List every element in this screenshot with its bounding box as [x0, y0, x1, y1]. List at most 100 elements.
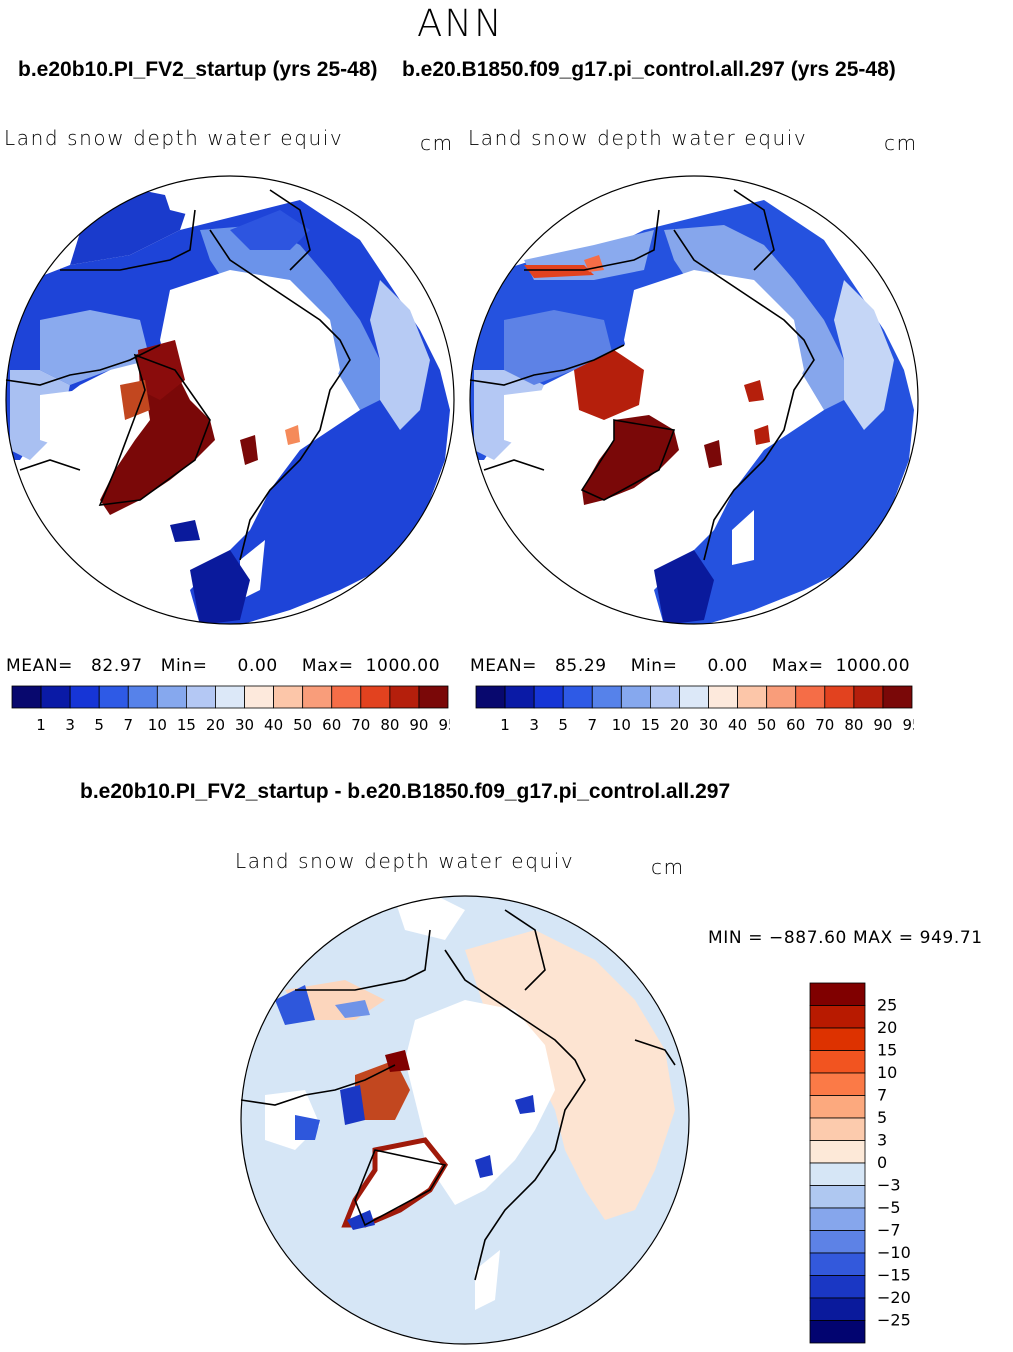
- season-title: ANN: [417, 2, 504, 45]
- colorbar-swatch: [418, 685, 449, 709]
- colorbar-tick-label: 90: [873, 716, 892, 734]
- colorbar-tick-label: 60: [322, 716, 341, 734]
- colorbar-tick-label: 0: [877, 1153, 887, 1172]
- colorbar-swatch: [591, 685, 622, 709]
- colorbar-swatch: [809, 1005, 866, 1029]
- colorbar-tick-label: 5: [94, 716, 104, 734]
- colorbar-tick-label: 95: [902, 716, 914, 734]
- colorbar-swatch: [809, 1027, 866, 1051]
- colorbar-tick-label: 3: [529, 716, 539, 734]
- colorbar-tick-label: −5: [877, 1198, 901, 1217]
- colorbar-swatch: [809, 1320, 866, 1344]
- colorbar-tick-label: 7: [587, 716, 597, 734]
- colorbar-tick-label: 10: [612, 716, 631, 734]
- colorbar-swatch: [40, 685, 71, 709]
- colorbar-swatch: [708, 685, 739, 709]
- case-right-title: b.e20.B1850.f09_g17.pi_control.all.297 (…: [402, 58, 896, 81]
- colorbar-tick-label: 25: [877, 996, 897, 1015]
- colorbar-tick-label: 10: [148, 716, 167, 734]
- colorbar-swatch: [533, 685, 564, 709]
- colorbar-swatch: [809, 1230, 866, 1254]
- colorbar-swatch: [244, 685, 275, 709]
- colorbar-tick-label: −3: [877, 1176, 901, 1195]
- colorbar-swatch: [809, 1162, 866, 1186]
- colorbar-swatch: [809, 1252, 866, 1276]
- colorbar-tick-label: 15: [641, 716, 660, 734]
- left-stats: MEAN= 82.97 Min= 0.00 Max= 1000.00: [6, 656, 441, 676]
- colorbar-swatch: [331, 685, 362, 709]
- colorbar-swatch: [156, 685, 187, 709]
- colorbar-tick-label: 1: [36, 716, 46, 734]
- colorbar-swatch: [504, 685, 535, 709]
- colorbar-tick-label: 15: [177, 716, 196, 734]
- colorbar-swatch: [185, 685, 216, 709]
- colorbar-tick-label: −25: [877, 1311, 911, 1330]
- left-units-label: cm: [420, 131, 454, 155]
- colorbar-tick-label: 60: [786, 716, 805, 734]
- colorbar-tick-label: 5: [558, 716, 568, 734]
- colorbar-swatch: [809, 1117, 866, 1141]
- colorbar-swatch: [98, 685, 129, 709]
- colorbar-swatch: [809, 1275, 866, 1299]
- colorbar-swatch: [69, 685, 100, 709]
- colorbar-tick-label: 40: [264, 716, 283, 734]
- colorbar-tick-label: −20: [877, 1288, 911, 1307]
- colorbar-swatch: [809, 1050, 866, 1074]
- colorbar-tick-label: 20: [877, 1018, 897, 1037]
- colorbar-swatch: [302, 685, 333, 709]
- colorbar-tick-label: 20: [206, 716, 225, 734]
- colorbar-swatch: [809, 982, 866, 1006]
- colorbar-tick-label: 40: [728, 716, 747, 734]
- colorbar-swatch: [737, 685, 768, 709]
- colorbar-tick-label: −10: [877, 1243, 911, 1262]
- colorbar-swatch: [809, 1185, 866, 1209]
- colorbar-tick-label: 10: [877, 1063, 897, 1082]
- colorbar-tick-label: 7: [123, 716, 133, 734]
- colorbar-tick-label: 1: [500, 716, 510, 734]
- left-variable-label: Land snow depth water equiv: [4, 126, 344, 150]
- right-units-label: cm: [884, 131, 918, 155]
- colorbar-swatch: [649, 685, 680, 709]
- right-variable-label: Land snow depth water equiv: [468, 126, 808, 150]
- colorbar-tick-label: 70: [815, 716, 834, 734]
- colorbar-swatch: [766, 685, 797, 709]
- colorbar-tick-label: 50: [293, 716, 312, 734]
- diff-units-label: cm: [651, 855, 685, 879]
- colorbar-tick-label: 90: [409, 716, 428, 734]
- colorbar-tick-label: 80: [844, 716, 863, 734]
- colorbar-swatch: [11, 685, 42, 709]
- right-colorbar: 1 3 5 7 10 15 20 30 40 50 60 70 80 90 95: [475, 685, 914, 734]
- left-polar-map: [5, 175, 455, 625]
- colorbar-swatch: [882, 685, 913, 709]
- colorbar-tick-label: 15: [877, 1041, 897, 1060]
- colorbar-swatch: [809, 1095, 866, 1119]
- colorbar-tick-label: 3: [877, 1131, 887, 1150]
- colorbar-swatch: [562, 685, 593, 709]
- colorbar-tick-label: −15: [877, 1266, 911, 1285]
- colorbar-swatch: [679, 685, 709, 709]
- colorbar-swatch: [795, 685, 826, 709]
- colorbar-tick-label: 50: [757, 716, 776, 734]
- case-left-title: b.e20b10.PI_FV2_startup (yrs 25-48): [18, 58, 378, 81]
- colorbar-swatch: [824, 685, 855, 709]
- colorbar-tick-label: −7: [877, 1221, 901, 1240]
- colorbar-swatch: [809, 1207, 866, 1231]
- diff-title: b.e20b10.PI_FV2_startup - b.e20.B1850.f0…: [80, 780, 731, 803]
- colorbar-tick-label: 30: [235, 716, 254, 734]
- colorbar-tick-label: 70: [351, 716, 370, 734]
- colorbar-tick-label: 95: [438, 716, 450, 734]
- diff-minmax: MIN = −887.60 MAX = 949.71: [708, 928, 983, 948]
- right-stats: MEAN= 85.29 Min= 0.00 Max= 1000.00: [470, 656, 911, 676]
- colorbar-swatch: [389, 685, 420, 709]
- colorbar-swatch: [809, 1072, 866, 1096]
- diff-variable-label: Land snow depth water equiv: [235, 849, 575, 873]
- colorbar-tick-label: 7: [877, 1086, 887, 1105]
- colorbar-swatch: [853, 685, 884, 709]
- colorbar-swatch: [809, 1297, 866, 1321]
- right-polar-map: [469, 175, 919, 625]
- colorbar-swatch: [620, 685, 651, 709]
- diff-polar-map: [240, 895, 690, 1345]
- left-colorbar: 1 3 5 7 10 15 20 30 40 50 60 70 80 90 95: [11, 685, 450, 734]
- colorbar-swatch: [809, 1140, 866, 1164]
- colorbar-tick-label: 30: [699, 716, 718, 734]
